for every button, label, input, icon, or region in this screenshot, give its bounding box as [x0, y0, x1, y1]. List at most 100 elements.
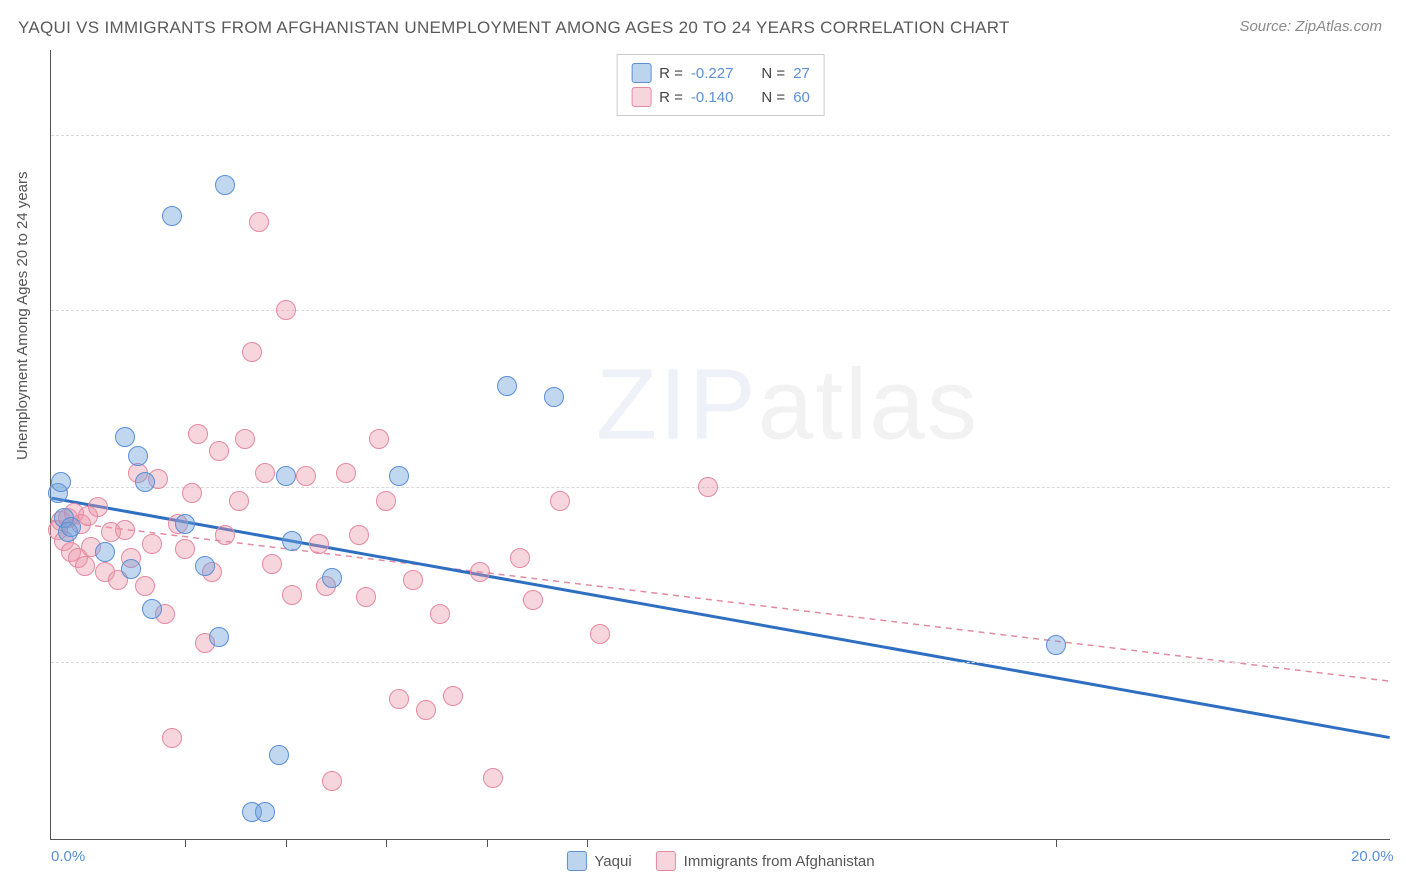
data-point-blue: [497, 376, 517, 396]
gridline: [51, 310, 1390, 311]
watermark-zip: ZIP: [596, 349, 758, 461]
data-point-pink: [309, 534, 329, 554]
data-point-pink: [356, 587, 376, 607]
data-point-blue: [135, 472, 155, 492]
r-value-blue: -0.227: [691, 65, 734, 82]
data-point-pink: [255, 463, 275, 483]
series-legend: Yaqui Immigrants from Afghanistan: [566, 851, 874, 871]
data-point-pink: [430, 604, 450, 624]
r-label: R =: [659, 89, 683, 106]
data-point-pink: [182, 483, 202, 503]
regression-line-blue: [51, 498, 1389, 738]
data-point-blue: [322, 568, 342, 588]
plot-area: ZIPatlas R = -0.227 N = 27 R = -0.140 N …: [50, 50, 1390, 840]
x-tick-label: 20.0%: [1351, 848, 1394, 865]
data-point-pink: [523, 590, 543, 610]
legend-row-pink: R = -0.140 N = 60: [631, 85, 810, 109]
gridline: [51, 135, 1390, 136]
data-point-pink: [262, 554, 282, 574]
data-point-pink: [75, 556, 95, 576]
chart-title: YAQUI VS IMMIGRANTS FROM AFGHANISTAN UNE…: [18, 18, 1010, 38]
data-point-pink: [88, 497, 108, 517]
watermark: ZIPatlas: [596, 348, 979, 463]
data-point-pink: [336, 463, 356, 483]
data-point-pink: [162, 728, 182, 748]
x-tick-mark: [286, 839, 287, 847]
legend-label-afghan: Immigrants from Afghanistan: [684, 853, 875, 870]
data-point-pink: [389, 689, 409, 709]
data-point-pink: [376, 491, 396, 511]
x-tick-label: 0.0%: [51, 848, 85, 865]
data-point-blue: [175, 514, 195, 534]
data-point-pink: [349, 525, 369, 545]
data-point-pink: [296, 466, 316, 486]
data-point-pink: [282, 585, 302, 605]
data-point-blue: [255, 802, 275, 822]
data-point-blue: [142, 599, 162, 619]
data-point-blue: [269, 745, 289, 765]
data-point-pink: [322, 771, 342, 791]
data-point-pink: [175, 539, 195, 559]
legend-row-blue: R = -0.227 N = 27: [631, 61, 810, 85]
data-point-blue: [389, 466, 409, 486]
data-point-blue: [95, 542, 115, 562]
x-tick-mark: [185, 839, 186, 847]
data-point-pink: [215, 525, 235, 545]
data-point-pink: [510, 548, 530, 568]
data-point-blue: [276, 466, 296, 486]
data-point-pink: [229, 491, 249, 511]
legend-label-yaqui: Yaqui: [594, 853, 631, 870]
n-label: N =: [761, 89, 785, 106]
r-label: R =: [659, 65, 683, 82]
swatch-blue: [566, 851, 586, 871]
swatch-pink: [631, 87, 651, 107]
data-point-pink: [249, 212, 269, 232]
data-point-pink: [550, 491, 570, 511]
source-credit: Source: ZipAtlas.com: [1239, 18, 1382, 35]
data-point-blue: [544, 387, 564, 407]
data-point-pink: [209, 441, 229, 461]
data-point-pink: [276, 300, 296, 320]
swatch-blue: [631, 63, 651, 83]
data-point-pink: [369, 429, 389, 449]
data-point-pink: [242, 342, 262, 362]
data-point-pink: [135, 576, 155, 596]
data-point-pink: [188, 424, 208, 444]
x-tick-mark: [587, 839, 588, 847]
data-point-blue: [51, 472, 71, 492]
data-point-blue: [61, 517, 81, 537]
data-point-pink: [698, 477, 718, 497]
x-tick-mark: [386, 839, 387, 847]
data-point-blue: [162, 206, 182, 226]
n-label: N =: [761, 65, 785, 82]
data-point-blue: [215, 175, 235, 195]
gridline: [51, 487, 1390, 488]
x-tick-mark: [487, 839, 488, 847]
legend-item-yaqui: Yaqui: [566, 851, 631, 871]
data-point-blue: [1046, 635, 1066, 655]
watermark-atlas: atlas: [758, 349, 979, 461]
x-tick-mark: [1056, 839, 1057, 847]
data-point-pink: [590, 624, 610, 644]
swatch-pink: [656, 851, 676, 871]
data-point-blue: [195, 556, 215, 576]
data-point-blue: [128, 446, 148, 466]
data-point-pink: [470, 562, 490, 582]
data-point-blue: [115, 427, 135, 447]
data-point-blue: [209, 627, 229, 647]
data-point-pink: [443, 686, 463, 706]
data-point-pink: [115, 520, 135, 540]
correlation-chart: YAQUI VS IMMIGRANTS FROM AFGHANISTAN UNE…: [0, 0, 1406, 892]
legend-item-afghan: Immigrants from Afghanistan: [656, 851, 875, 871]
r-value-pink: -0.140: [691, 89, 734, 106]
y-axis-label: Unemployment Among Ages 20 to 24 years: [14, 171, 31, 460]
data-point-blue: [282, 531, 302, 551]
n-value-pink: 60: [793, 89, 810, 106]
data-point-pink: [235, 429, 255, 449]
regression-line-pink: [51, 521, 1389, 682]
correlation-legend: R = -0.227 N = 27 R = -0.140 N = 60: [616, 54, 825, 116]
gridline: [51, 662, 1390, 663]
data-point-blue: [121, 559, 141, 579]
n-value-blue: 27: [793, 65, 810, 82]
data-point-pink: [403, 570, 423, 590]
